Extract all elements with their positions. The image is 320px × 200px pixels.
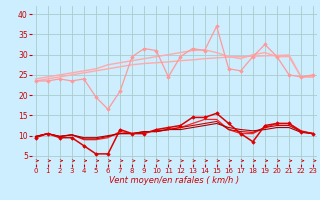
X-axis label: Vent moyen/en rafales ( km/h ): Vent moyen/en rafales ( km/h ) (109, 176, 239, 185)
